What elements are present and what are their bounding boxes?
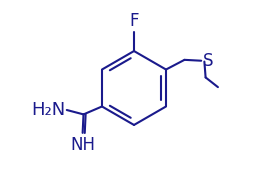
Text: S: S	[202, 52, 213, 70]
Text: NH: NH	[70, 136, 95, 153]
Text: F: F	[129, 12, 139, 30]
Text: H₂N: H₂N	[31, 101, 65, 119]
